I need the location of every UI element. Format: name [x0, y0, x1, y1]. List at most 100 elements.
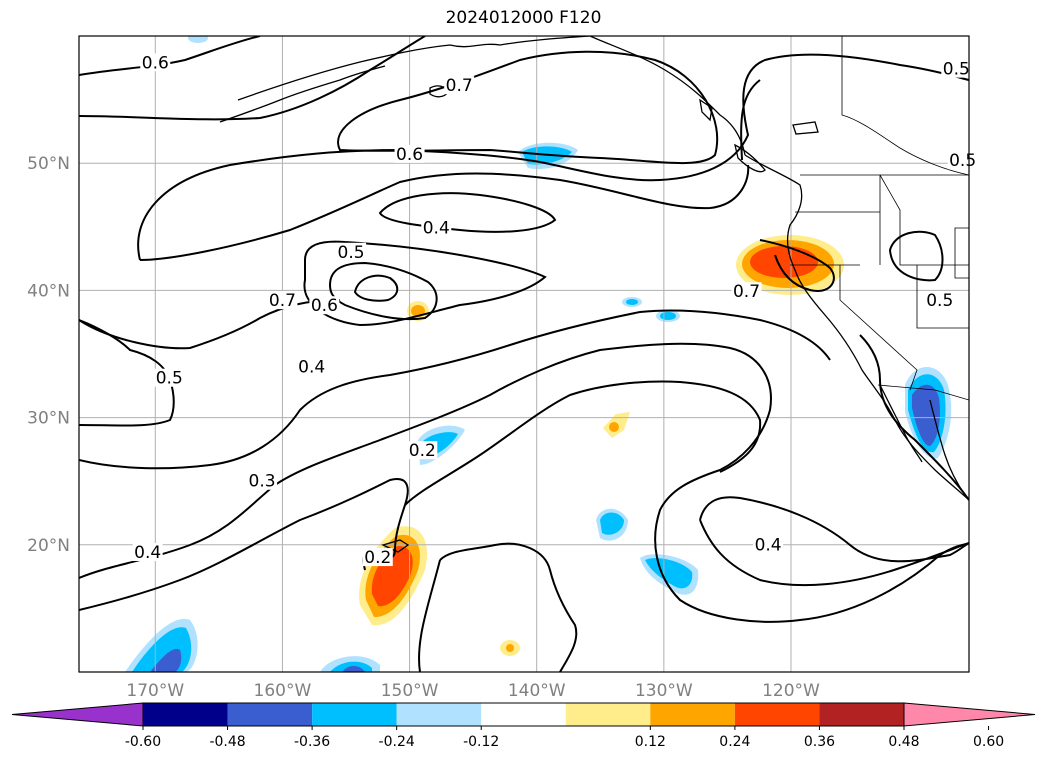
contour-0.2-central	[418, 542, 578, 672]
colorbar-box	[734, 703, 820, 726]
contour-label: 0.4	[755, 535, 782, 555]
lon-label: 160°W	[254, 681, 312, 700]
contour-labels: 0.6 0.7 0.6 0.4 0.5 0.7 0.6 0.4 0.5 0.2 0.3 0.4 0.2 0…	[132, 53, 978, 568]
colorbar-box	[650, 703, 735, 726]
contour-0.7-gulf	[337, 50, 719, 165]
longitude-labels: 170°W 160°W 150°W 140°W 130°W 120°W	[126, 681, 820, 700]
contour-label-bg	[296, 357, 327, 376]
contour-0.5-east	[859, 334, 969, 501]
contour-label: 0.6	[142, 53, 169, 73]
lon-label: 120°W	[762, 681, 820, 700]
contour-label: 0.5	[949, 151, 976, 171]
island-vancouver	[734, 143, 766, 173]
colorbar-box	[227, 703, 313, 726]
contour-label-bg	[731, 282, 762, 301]
colorbar-tick-label: 0.48	[888, 734, 919, 750]
contour-label: 0.7	[269, 291, 296, 311]
colorbar-box	[396, 703, 482, 726]
colorbar-tick-label: -0.48	[209, 734, 245, 750]
border-alaska-canada	[841, 36, 969, 176]
contour-0.6-closed	[328, 261, 438, 321]
contour-label-bg	[421, 218, 452, 237]
contour-label: 0.4	[134, 543, 161, 563]
contour-label-bg	[362, 548, 393, 567]
contour-0.2-arm	[404, 380, 762, 506]
contour-0.4-se	[699, 496, 969, 587]
colorbar-tick-label: -0.24	[379, 734, 415, 750]
colorbar-box	[819, 703, 904, 726]
border-nv	[839, 265, 918, 371]
contour-label: 0.5	[943, 60, 970, 80]
contour-label: 0.7	[733, 282, 760, 302]
contour-0.6-west	[79, 36, 426, 121]
colorbar-tick-label: 0.60	[973, 734, 1004, 750]
lake	[792, 121, 819, 135]
lon-label: 140°W	[508, 681, 566, 700]
contour-0.7-closed	[353, 274, 399, 302]
contour-label: 0.6	[396, 145, 423, 165]
coastline-west-us	[744, 154, 969, 501]
island-hawaii	[381, 539, 410, 553]
colorbar-tick-label: -0.12	[463, 734, 499, 750]
contour-0.5-ne	[888, 230, 944, 282]
contour-label-bg	[140, 53, 171, 72]
colorbar-boxes	[11, 702, 1036, 727]
map-title: 2024012000 F120	[445, 8, 602, 28]
contour-label: 0.5	[926, 291, 953, 311]
border-us-mexico	[877, 384, 969, 401]
map-canvas: 0.6 0.7 0.6 0.4 0.5 0.7 0.6 0.4 0.5 0.2 0.3 0.4 0.2 0…	[27, 35, 978, 700]
colorbar-box	[481, 703, 566, 726]
colorbar-tick-label: 0.12	[635, 734, 666, 750]
contour-0.6-gulf	[137, 53, 969, 261]
coastline-alaska-peninsula	[219, 65, 386, 123]
lon-label: 130°W	[635, 681, 693, 700]
lat-label: 30°N	[27, 409, 70, 429]
colorbar-box	[143, 703, 228, 726]
colorbar-extend-high	[903, 702, 1036, 727]
colorbar-tick-label: 0.36	[804, 734, 835, 750]
political-borders	[790, 36, 969, 401]
contour-label: 0.4	[423, 219, 450, 239]
latitude-labels: 50°N 40°N 30°N 20°N	[27, 154, 70, 556]
contour-label-bg	[154, 368, 185, 387]
lat-label: 40°N	[27, 281, 70, 301]
contour-label-bg	[394, 144, 425, 163]
contour-label-bg	[309, 296, 340, 315]
coastline-baja	[879, 384, 923, 463]
colorbar-box	[312, 703, 397, 726]
contour-0.5-closed	[303, 240, 547, 327]
contour-label: 0.3	[249, 472, 276, 492]
colorbar-tick-label: -0.60	[125, 734, 161, 750]
anomaly-cool-8	[188, 36, 208, 43]
contour-label-bg	[407, 441, 438, 460]
contour-0.4-band	[79, 309, 831, 470]
contour-label: 0.2	[409, 441, 436, 461]
colorbar-tick-label: -0.36	[294, 734, 330, 750]
colorbar-tick-label: 0.24	[719, 734, 750, 750]
contour-label-bg	[247, 471, 278, 490]
contour-label: 0.2	[364, 548, 391, 568]
colorbar-outline	[142, 702, 905, 727]
contour-label-bg	[753, 535, 784, 554]
colorbar-box	[565, 703, 651, 726]
colorbar-ticks: -0.60 -0.48 -0.36 -0.24 -0.12 0.12 0.24 0.36 0.4…	[125, 726, 1004, 750]
border-ca-az	[909, 369, 918, 391]
lat-label: 20°N	[27, 536, 70, 556]
contour-label: 0.5	[338, 243, 365, 263]
anomaly-shading	[125, 36, 952, 672]
contour-label-bg	[941, 59, 972, 78]
contour-0.4-main	[79, 299, 341, 350]
contour-label-bg	[336, 242, 367, 261]
contour-0.5-coastal	[740, 79, 835, 292]
contour-label: 0.6	[311, 296, 338, 316]
contour-label-bg	[947, 151, 978, 170]
contour-0.5-main	[139, 164, 750, 261]
contour-0.6-north	[79, 36, 261, 76]
border-misc	[954, 227, 969, 279]
contour-label: 0.5	[156, 369, 183, 389]
lon-label: 150°W	[381, 681, 439, 700]
contour-lines	[79, 36, 969, 672]
contour-label-bg	[132, 542, 163, 561]
lat-label: 50°N	[27, 154, 70, 174]
lon-label: 170°W	[126, 681, 184, 700]
